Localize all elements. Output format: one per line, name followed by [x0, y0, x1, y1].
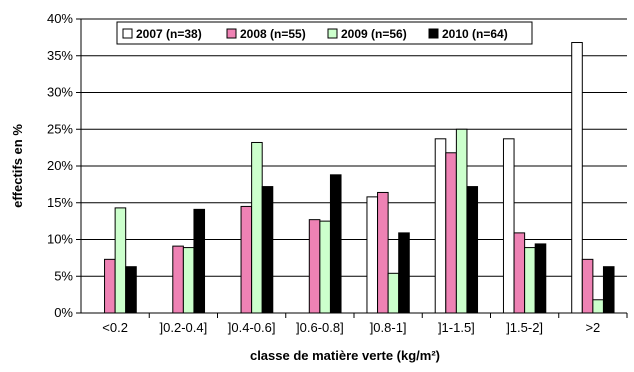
bar — [182, 247, 195, 314]
legend-swatch — [226, 28, 237, 39]
bar — [240, 205, 253, 314]
x-tick-label: <0.2 — [102, 320, 128, 335]
y-tick-label: 25% — [47, 121, 73, 136]
bar — [592, 299, 604, 314]
y-tick-label: 35% — [47, 48, 73, 63]
bar — [114, 207, 127, 314]
x-tick-label: ]0.6-0.8] — [296, 320, 344, 335]
gridlines — [81, 18, 627, 277]
bar — [434, 138, 447, 314]
bar — [125, 266, 137, 314]
y-tick-label: 5% — [54, 268, 73, 283]
x-tick-label: ]0.4-0.6] — [228, 320, 276, 335]
bar — [319, 220, 331, 314]
legend-label: 2010 (n=64) — [442, 27, 508, 41]
bar — [581, 258, 594, 314]
bar — [513, 232, 526, 314]
y-tick-label: 40% — [47, 11, 73, 26]
legend: 2007 (n=38) 2008 (n=55) 2009 (n=56) 2010 (n… — [116, 21, 533, 45]
x-tick-label: >2 — [585, 320, 600, 335]
x-tick-label: ]0.2-0.4] — [160, 320, 208, 335]
y-tick-label: 15% — [47, 195, 73, 210]
y-tick-label: 30% — [47, 85, 73, 100]
bar — [193, 208, 206, 314]
bar — [466, 186, 479, 314]
bar — [104, 258, 116, 314]
bar — [602, 266, 615, 314]
bars — [104, 42, 615, 314]
x-tick-label: ]1-1.5] — [438, 320, 475, 335]
x-axis-label: classe de matière verte (kg/m²) — [250, 348, 440, 363]
axes: 0% 5% 10% 15% 20% 25% 30% 35% 40% <0.2 ]0.2-0.4] ]0… — [47, 11, 628, 335]
legend-label: 2008 (n=55) — [240, 27, 306, 41]
bar — [261, 186, 274, 314]
bar — [571, 42, 583, 314]
bar — [366, 196, 379, 314]
bar — [398, 232, 410, 314]
bar — [502, 138, 515, 314]
bar — [455, 128, 468, 314]
bar — [445, 152, 457, 314]
bar — [387, 272, 400, 314]
x-tick-label: ]0.8-1] — [370, 320, 407, 335]
legend-label: 2009 (n=56) — [341, 27, 407, 41]
bar — [534, 243, 547, 314]
x-tick-label: ]1.5-2] — [506, 320, 543, 335]
y-tick-label: 20% — [47, 158, 73, 173]
legend-swatch — [122, 28, 133, 39]
bar — [251, 141, 263, 314]
bar — [524, 247, 536, 314]
bar — [308, 219, 321, 314]
legend-swatch — [327, 28, 338, 39]
bar — [172, 245, 184, 314]
y-tick-label: 0% — [54, 305, 73, 320]
legend-swatch — [428, 28, 439, 39]
bar — [377, 191, 389, 314]
y-tick-label: 10% — [47, 232, 73, 247]
legend-box — [116, 21, 533, 45]
y-axis-label: effectifs en % — [10, 124, 25, 208]
legend-label: 2007 (n=38) — [136, 27, 202, 41]
bar — [329, 174, 342, 314]
